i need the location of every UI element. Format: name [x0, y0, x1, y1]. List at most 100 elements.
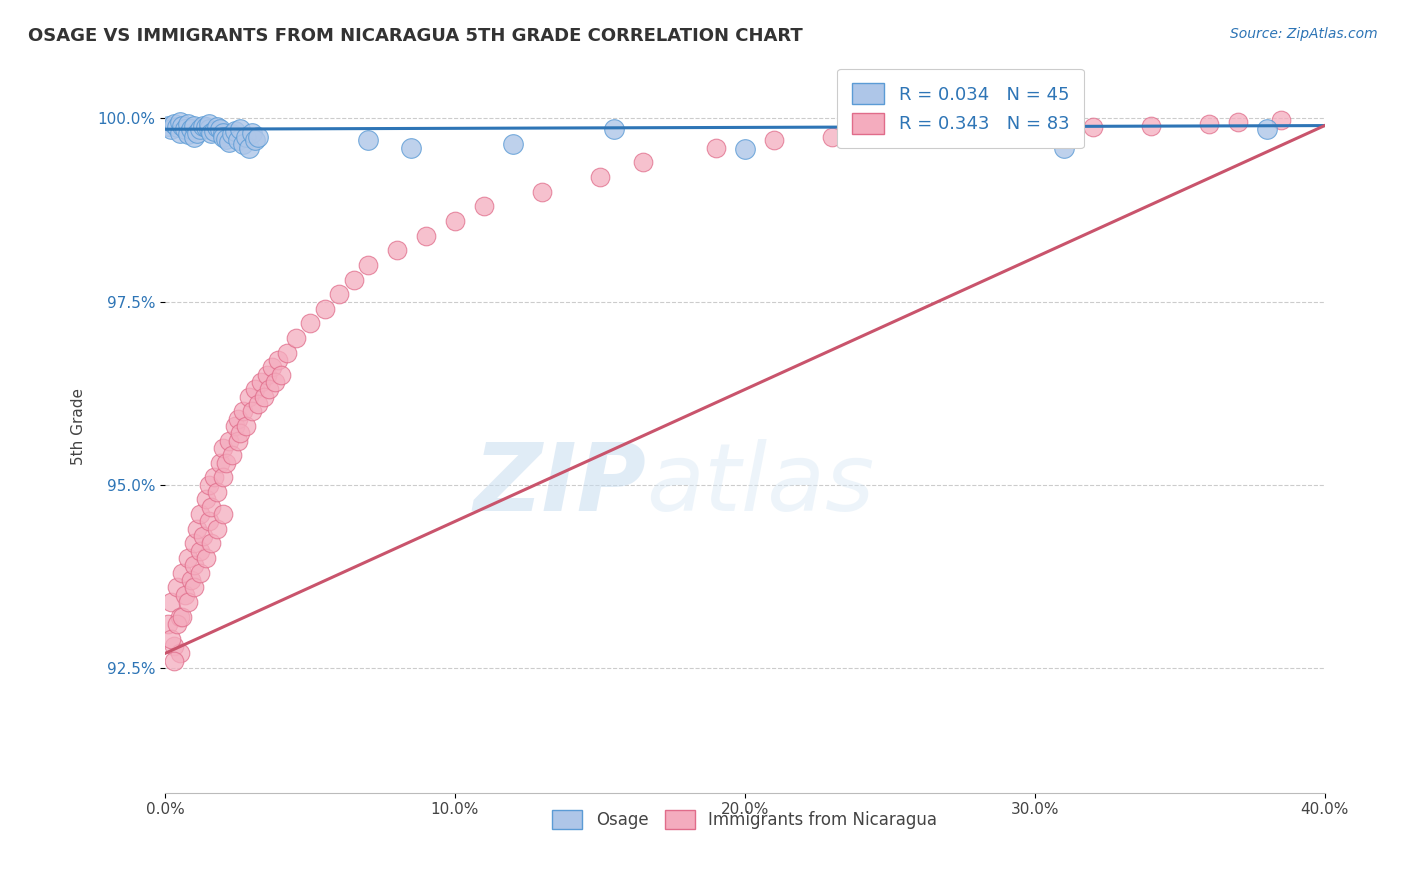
- Text: atlas: atlas: [647, 439, 875, 530]
- Point: [224, 124, 246, 138]
- Point: [502, 136, 524, 151]
- Point: [821, 129, 844, 144]
- Point: [232, 404, 254, 418]
- Point: [188, 507, 211, 521]
- Point: [188, 566, 211, 580]
- Point: [240, 126, 263, 140]
- Point: [232, 136, 254, 151]
- Point: [298, 317, 321, 331]
- Point: [180, 573, 202, 587]
- Point: [191, 529, 214, 543]
- Point: [229, 122, 252, 136]
- Point: [1256, 122, 1278, 136]
- Point: [166, 581, 188, 595]
- Point: [160, 595, 183, 609]
- Point: [183, 558, 205, 573]
- Point: [762, 133, 785, 147]
- Point: [197, 477, 219, 491]
- Text: Source: ZipAtlas.com: Source: ZipAtlas.com: [1230, 27, 1378, 41]
- Point: [197, 117, 219, 131]
- Point: [259, 383, 281, 397]
- Point: [183, 581, 205, 595]
- Point: [212, 126, 235, 140]
- Point: [183, 129, 205, 144]
- Point: [221, 128, 243, 142]
- Point: [166, 617, 188, 632]
- Point: [200, 536, 222, 550]
- Point: [415, 228, 437, 243]
- Point: [357, 258, 380, 272]
- Point: [235, 129, 257, 144]
- Point: [177, 595, 200, 609]
- Point: [342, 272, 364, 286]
- Point: [212, 129, 235, 144]
- Point: [385, 243, 408, 257]
- Point: [238, 140, 260, 154]
- Text: OSAGE VS IMMIGRANTS FROM NICARAGUA 5TH GRADE CORRELATION CHART: OSAGE VS IMMIGRANTS FROM NICARAGUA 5TH G…: [28, 27, 803, 45]
- Point: [200, 500, 222, 514]
- Point: [270, 368, 292, 382]
- Point: [212, 507, 235, 521]
- Point: [172, 119, 194, 133]
- Point: [209, 456, 232, 470]
- Point: [169, 115, 191, 129]
- Point: [197, 515, 219, 529]
- Point: [174, 122, 197, 136]
- Point: [530, 185, 553, 199]
- Point: [849, 128, 872, 142]
- Point: [207, 120, 229, 134]
- Point: [207, 485, 229, 500]
- Point: [188, 122, 211, 136]
- Point: [1226, 115, 1249, 129]
- Point: [169, 609, 191, 624]
- Point: [226, 434, 249, 448]
- Point: [215, 132, 238, 146]
- Text: ZIP: ZIP: [474, 439, 647, 531]
- Point: [246, 129, 269, 144]
- Point: [202, 470, 225, 484]
- Point: [1270, 112, 1292, 127]
- Point: [209, 122, 232, 136]
- Point: [212, 441, 235, 455]
- Point: [246, 397, 269, 411]
- Point: [191, 119, 214, 133]
- Point: [186, 522, 208, 536]
- Point: [163, 117, 186, 131]
- Point: [172, 609, 194, 624]
- Point: [256, 368, 278, 382]
- Point: [472, 199, 495, 213]
- Point: [166, 120, 188, 134]
- Point: [163, 654, 186, 668]
- Point: [229, 426, 252, 441]
- Point: [704, 140, 727, 154]
- Y-axis label: 5th Grade: 5th Grade: [72, 388, 86, 465]
- Point: [156, 617, 179, 632]
- Point: [169, 646, 191, 660]
- Point: [202, 124, 225, 138]
- Point: [221, 449, 243, 463]
- Point: [156, 119, 179, 133]
- Point: [243, 383, 266, 397]
- Point: [1139, 119, 1161, 133]
- Point: [284, 331, 307, 345]
- Point: [207, 522, 229, 536]
- Point: [160, 632, 183, 646]
- Point: [183, 536, 205, 550]
- Point: [276, 346, 298, 360]
- Point: [1053, 140, 1076, 154]
- Point: [1081, 120, 1104, 134]
- Point: [224, 419, 246, 434]
- Point: [218, 434, 240, 448]
- Point: [734, 142, 756, 156]
- Point: [194, 551, 217, 566]
- Point: [177, 117, 200, 131]
- Point: [589, 169, 612, 184]
- Point: [264, 375, 287, 389]
- Point: [603, 122, 626, 136]
- Point: [183, 119, 205, 133]
- Point: [174, 588, 197, 602]
- Point: [238, 390, 260, 404]
- Point: [177, 551, 200, 566]
- Point: [226, 133, 249, 147]
- Point: [160, 122, 183, 136]
